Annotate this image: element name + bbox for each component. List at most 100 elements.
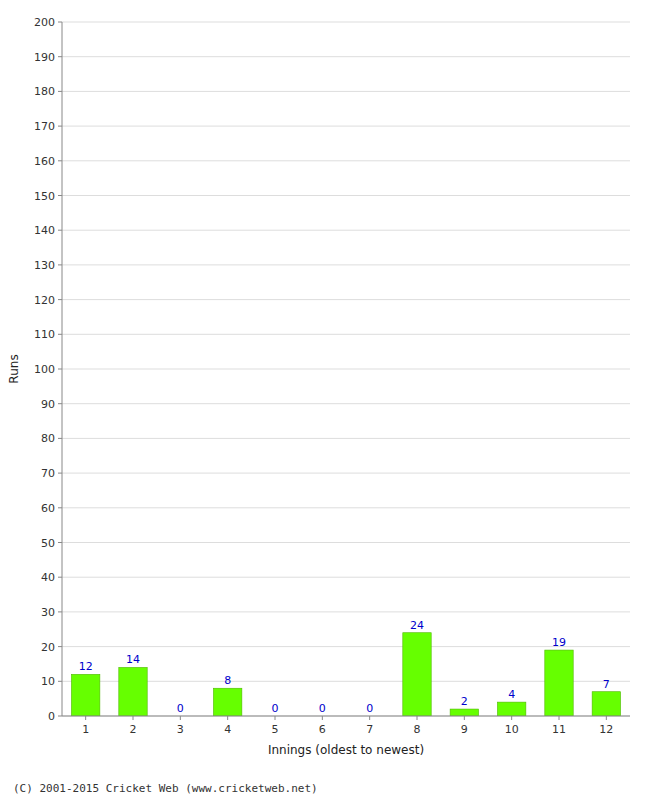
grid-line xyxy=(62,473,630,474)
data-label: 0 xyxy=(177,702,184,715)
x-tick-label: 9 xyxy=(461,723,468,736)
y-tick xyxy=(58,22,62,23)
y-tick-label: 80 xyxy=(41,432,55,445)
x-tick xyxy=(511,716,512,720)
bar xyxy=(592,692,620,716)
y-tick xyxy=(58,611,62,612)
bar xyxy=(403,633,431,716)
grid-line xyxy=(62,195,630,196)
y-tick-label: 190 xyxy=(34,51,55,64)
x-tick xyxy=(227,716,228,720)
grid-line xyxy=(62,403,630,404)
y-tick-label: 40 xyxy=(41,571,55,584)
y-tick xyxy=(58,126,62,127)
data-label: 7 xyxy=(603,678,610,691)
x-tick-label: 10 xyxy=(505,723,519,736)
bar xyxy=(71,674,99,716)
y-tick xyxy=(58,438,62,439)
data-label: 0 xyxy=(319,702,326,715)
grid-line xyxy=(62,126,630,127)
data-label: 8 xyxy=(224,674,231,687)
x-axis: 123456789101112 xyxy=(82,716,613,736)
y-tick xyxy=(58,542,62,543)
bar xyxy=(119,667,147,716)
x-tick xyxy=(322,716,323,720)
grid-line xyxy=(62,22,630,23)
x-tick-label: 4 xyxy=(224,723,231,736)
grid-line xyxy=(62,160,630,161)
y-tick xyxy=(58,230,62,231)
grid-line xyxy=(62,230,630,231)
y-tick xyxy=(58,299,62,300)
bars xyxy=(71,633,620,716)
y-tick-label: 90 xyxy=(41,398,55,411)
y-tick-label: 130 xyxy=(34,259,55,272)
y-tick-label: 140 xyxy=(34,224,55,237)
y-tick-label: 100 xyxy=(34,363,55,376)
chart: 0102030405060708090100110120130140150160… xyxy=(0,0,650,800)
y-tick xyxy=(58,473,62,474)
y-tick-label: 30 xyxy=(41,606,55,619)
y-tick-label: 160 xyxy=(34,155,55,168)
x-tick xyxy=(369,716,370,720)
y-tick xyxy=(58,716,62,717)
x-axis-label: Innings (oldest to newest) xyxy=(268,743,424,757)
y-tick-label: 10 xyxy=(41,675,55,688)
grid-line xyxy=(62,716,630,717)
y-axis-line xyxy=(62,22,63,716)
grid-line xyxy=(62,369,630,370)
y-tick xyxy=(58,507,62,508)
x-tick xyxy=(417,716,418,720)
x-tick-label: 7 xyxy=(366,723,373,736)
bar xyxy=(450,709,478,716)
y-tick-label: 0 xyxy=(48,710,55,723)
data-label: 0 xyxy=(272,702,279,715)
data-label: 24 xyxy=(410,619,424,632)
x-tick xyxy=(275,716,276,720)
x-tick xyxy=(133,716,134,720)
bar xyxy=(213,688,241,716)
grid-line xyxy=(62,611,630,612)
grid-line xyxy=(62,438,630,439)
y-axis-label: Runs xyxy=(7,354,21,383)
x-tick-label: 5 xyxy=(272,723,279,736)
x-tick-label: 12 xyxy=(599,723,613,736)
y-tick xyxy=(58,56,62,57)
grid-line xyxy=(62,577,630,578)
grid-line xyxy=(62,542,630,543)
data-label: 4 xyxy=(508,688,515,701)
x-tick-label: 11 xyxy=(552,723,566,736)
y-axis: 0102030405060708090100110120130140150160… xyxy=(34,16,630,723)
y-tick-label: 120 xyxy=(34,294,55,307)
x-axis-line xyxy=(62,716,630,717)
grid-line xyxy=(62,299,630,300)
x-tick-label: 8 xyxy=(414,723,421,736)
x-tick-label: 6 xyxy=(319,723,326,736)
grid-line xyxy=(62,646,630,647)
bar xyxy=(497,702,525,716)
grid-line xyxy=(62,264,630,265)
y-tick-label: 150 xyxy=(34,190,55,203)
data-label: 12 xyxy=(79,660,93,673)
data-label: 19 xyxy=(552,636,566,649)
y-tick-label: 110 xyxy=(34,328,55,341)
data-label: 2 xyxy=(461,695,468,708)
x-tick xyxy=(559,716,560,720)
y-tick xyxy=(58,334,62,335)
x-tick xyxy=(464,716,465,720)
x-tick xyxy=(606,716,607,720)
y-tick xyxy=(58,681,62,682)
y-tick-label: 170 xyxy=(34,120,55,133)
x-tick xyxy=(85,716,86,720)
y-tick-label: 50 xyxy=(41,537,55,550)
x-tick-label: 1 xyxy=(82,723,89,736)
y-tick xyxy=(58,369,62,370)
y-tick xyxy=(58,264,62,265)
y-tick xyxy=(58,577,62,578)
data-labels: 1214080002424197 xyxy=(79,619,610,715)
x-tick-label: 2 xyxy=(130,723,137,736)
y-tick xyxy=(58,160,62,161)
x-tick-label: 3 xyxy=(177,723,184,736)
footer: (C) 2001-2015 Cricket Web (www.cricketwe… xyxy=(13,782,318,795)
data-label: 14 xyxy=(126,653,140,666)
